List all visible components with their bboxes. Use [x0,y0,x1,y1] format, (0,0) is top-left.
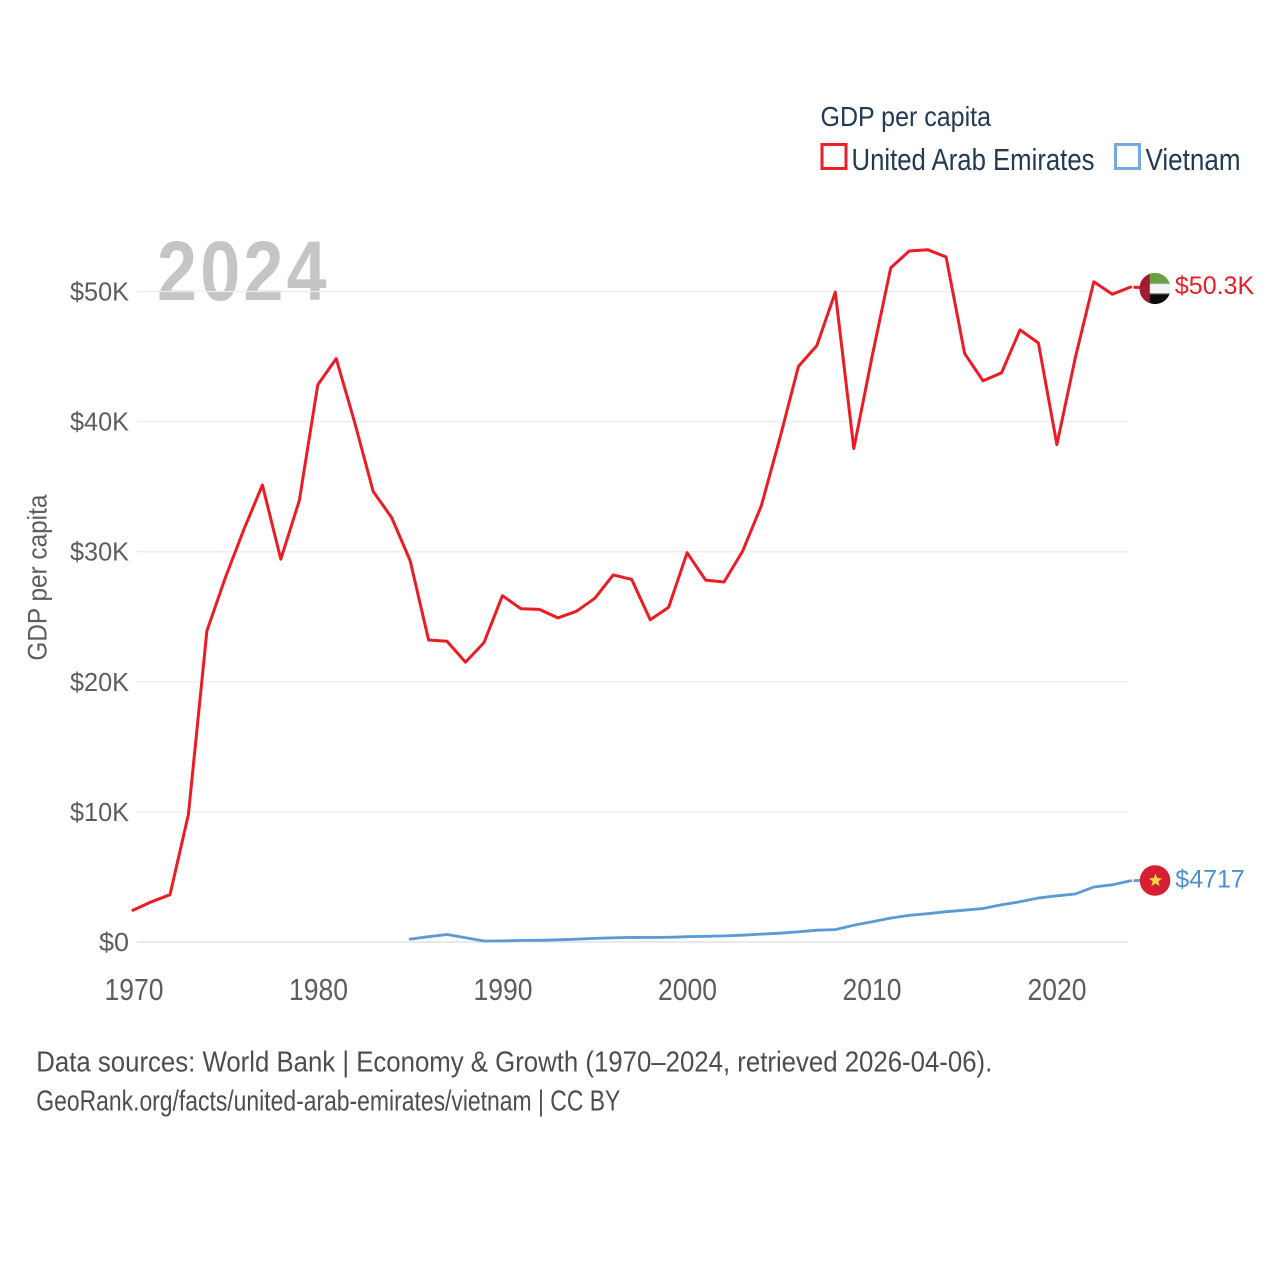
svg-text:$4717: $4717 [1175,866,1245,894]
svg-text:GDP per capita: GDP per capita [23,494,53,661]
svg-text:1980: 1980 [289,972,348,1007]
svg-text:2: 2 [243,224,283,318]
svg-text:$30K: $30K [70,537,130,567]
svg-text:GeoRank.org/facts/united-arab-: GeoRank.org/facts/united-arab-emirates/v… [36,1085,620,1117]
svg-text:$50K: $50K [70,277,130,307]
svg-text:0: 0 [200,224,240,318]
svg-text:United Arab Emirates: United Arab Emirates [852,142,1095,177]
svg-text:Data sources: World Bank | Eco: Data sources: World Bank | Economy & Gro… [36,1046,992,1078]
svg-text:1970: 1970 [105,972,164,1007]
svg-text:2000: 2000 [658,972,717,1007]
svg-text:$0: $0 [99,927,129,957]
svg-text:$50.3K: $50.3K [1175,272,1255,300]
svg-text:4: 4 [287,224,327,318]
svg-text:2: 2 [157,224,197,318]
svg-text:GDP per capita: GDP per capita [821,101,992,132]
svg-text:$40K: $40K [70,407,130,437]
svg-text:$20K: $20K [70,667,130,697]
svg-text:2010: 2010 [843,972,902,1007]
svg-text:1990: 1990 [474,972,533,1007]
svg-text:2020: 2020 [1028,972,1087,1007]
svg-text:Vietnam: Vietnam [1146,142,1241,177]
svg-text:$10K: $10K [70,797,130,827]
